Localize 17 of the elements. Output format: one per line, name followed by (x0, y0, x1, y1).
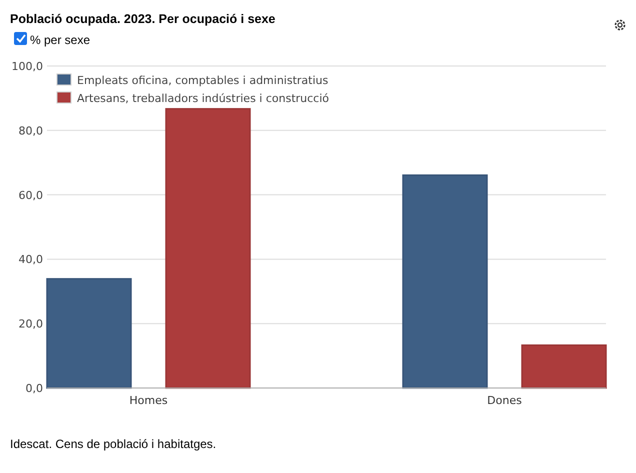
y-tick-label: 40,0 (18, 253, 43, 266)
y-tick-label: 80,0 (18, 124, 43, 138)
text: Idescat. Cens de població i habitatges. (10, 437, 216, 451)
bar (165, 108, 251, 389)
bar (521, 344, 607, 389)
legend-label: Empleats oficina, comptables i administratius (77, 74, 329, 87)
y-tick-label: 20,0 (18, 318, 43, 331)
chart-title: Població ocupada. 2023. Per ocupació i sexe (10, 12, 276, 26)
y-tick-label: 0,0 (26, 382, 43, 395)
y-tick-label: 60,0 (18, 188, 43, 202)
bar (402, 174, 488, 389)
x-tick-label: Homes (129, 394, 168, 407)
legend-label: Artesans, treballadors indústries i construcció (77, 92, 330, 105)
y-tick-label: 100,0 (12, 60, 43, 73)
x-tick-label: Dones (487, 394, 522, 407)
text: % per sexe (30, 33, 90, 47)
bar (46, 278, 132, 389)
